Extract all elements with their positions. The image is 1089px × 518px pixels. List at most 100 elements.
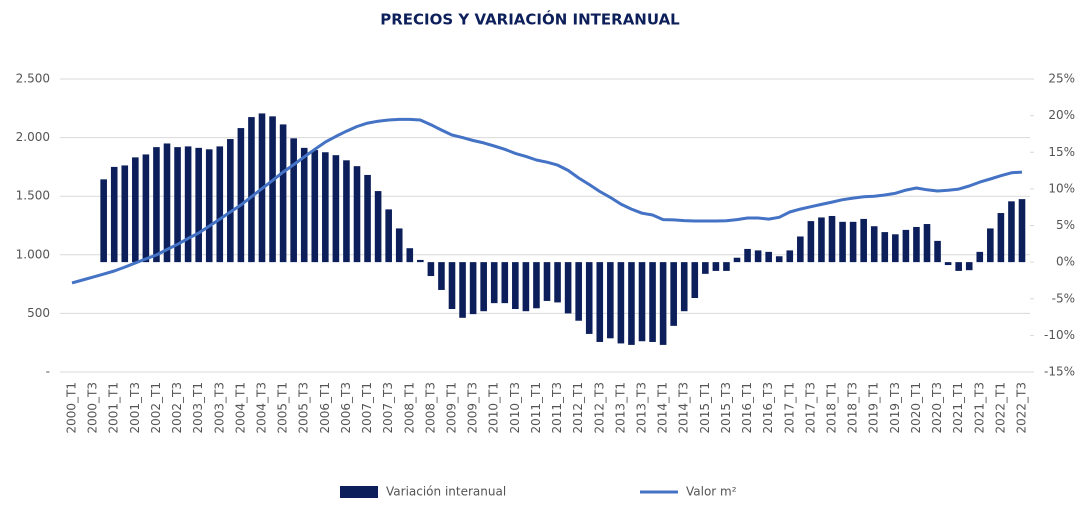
x-tick-label: 2000_T3 [86, 382, 100, 434]
bar [955, 262, 962, 271]
bar [121, 165, 129, 263]
x-tick-label: 2009_T1 [445, 382, 459, 434]
y2-tick-label: -5% [1052, 291, 1075, 305]
bar [227, 139, 234, 263]
bar [163, 143, 171, 263]
bar [828, 215, 836, 263]
x-tick-label: 2007_T1 [360, 382, 374, 434]
bar [913, 226, 920, 263]
bar [353, 166, 361, 263]
x-tick-label: 2004_T3 [255, 382, 269, 434]
y2-tick-label: 15% [1048, 145, 1075, 159]
legend-swatch [340, 486, 378, 498]
bar [670, 262, 677, 326]
bar [786, 250, 794, 263]
bar [881, 232, 889, 263]
bar [279, 124, 287, 263]
bar [417, 259, 424, 263]
y2-tick-label: 20% [1048, 108, 1075, 122]
bar [512, 262, 519, 310]
bar [100, 179, 107, 263]
bar [997, 213, 1005, 263]
bar [797, 236, 804, 263]
bar [237, 128, 245, 263]
x-tick-label: 2015_T1 [698, 382, 712, 434]
legend-label: Valor m² [686, 485, 737, 499]
bar [628, 262, 635, 345]
x-tick-label: 2017_T3 [803, 382, 817, 434]
bar [733, 257, 741, 263]
x-tick-label: 2021_T3 [972, 382, 986, 434]
bar [680, 262, 688, 312]
bar [184, 146, 192, 263]
x-tick-label: 2021_T1 [951, 382, 965, 434]
x-tick-label: 2011_T3 [550, 382, 564, 434]
x-tick-label: 2001_T3 [128, 382, 142, 434]
x-tick-label: 2013_T3 [635, 382, 649, 434]
y-tick-label: - [46, 365, 50, 379]
x-tick-label: 2020_T1 [909, 382, 923, 434]
x-tick-label: 2022_T3 [1015, 382, 1029, 434]
bar [691, 262, 699, 299]
y-tick-label: 2.500 [16, 72, 50, 86]
bar [775, 256, 783, 263]
x-tick-label: 2014_T1 [656, 382, 670, 434]
y-tick-label: 1.500 [16, 189, 50, 203]
bar [533, 262, 540, 309]
bar [248, 117, 255, 263]
bar [490, 262, 498, 304]
bar [290, 138, 297, 263]
x-tick-label: 2006_T3 [339, 382, 353, 434]
bar [638, 262, 646, 342]
bar [596, 262, 604, 342]
bar [744, 248, 751, 263]
x-tick-label: 2012_T1 [571, 382, 585, 434]
bar [849, 221, 857, 263]
bar [459, 262, 466, 318]
y-tick-label: 1.000 [16, 247, 50, 261]
y2-tick-label: 10% [1048, 181, 1075, 195]
bar [374, 191, 382, 263]
x-tick-label: 2019_T1 [867, 382, 881, 434]
bar [448, 262, 456, 310]
bar [902, 229, 910, 263]
bar [564, 262, 572, 314]
x-tick-label: 2016_T3 [761, 382, 775, 434]
bar [965, 262, 973, 271]
x-tick-label: 2007_T3 [381, 382, 395, 434]
x-tick-label: 2011_T1 [529, 382, 543, 434]
bar [754, 250, 762, 263]
bar [543, 262, 551, 301]
x-tick-label: 2005_T1 [276, 382, 290, 434]
y2-tick-label: 0% [1056, 255, 1075, 269]
bar [976, 251, 984, 263]
bar [860, 218, 867, 263]
bar [364, 174, 371, 263]
bar [617, 262, 625, 344]
bar [712, 262, 720, 271]
chart-title: PRECIOS Y VARIACIÓN INTERANUAL [380, 10, 680, 29]
bar [807, 221, 815, 263]
bar [269, 116, 276, 263]
bar [607, 262, 614, 339]
bar [585, 262, 593, 334]
y2-tick-label: 25% [1048, 72, 1075, 86]
bar [427, 262, 435, 277]
x-tick-label: 2002_T3 [170, 382, 184, 434]
bar [1018, 199, 1026, 263]
bar [406, 248, 414, 263]
x-tick-label: 2002_T1 [149, 382, 163, 434]
bar [311, 150, 319, 263]
bar [469, 262, 477, 315]
bar [659, 262, 667, 345]
x-tick-label: 2000_T1 [65, 382, 79, 434]
x-tick-label: 2009_T3 [466, 382, 480, 434]
x-tick-label: 2010_T3 [508, 382, 522, 434]
x-tick-label: 2004_T1 [233, 382, 247, 434]
y2-tick-label: 5% [1056, 218, 1075, 232]
x-tick-label: 2016_T1 [740, 382, 754, 434]
y-tick-label: 2.000 [16, 130, 50, 144]
bar [987, 228, 994, 263]
bar [522, 262, 530, 312]
bar [554, 262, 561, 303]
